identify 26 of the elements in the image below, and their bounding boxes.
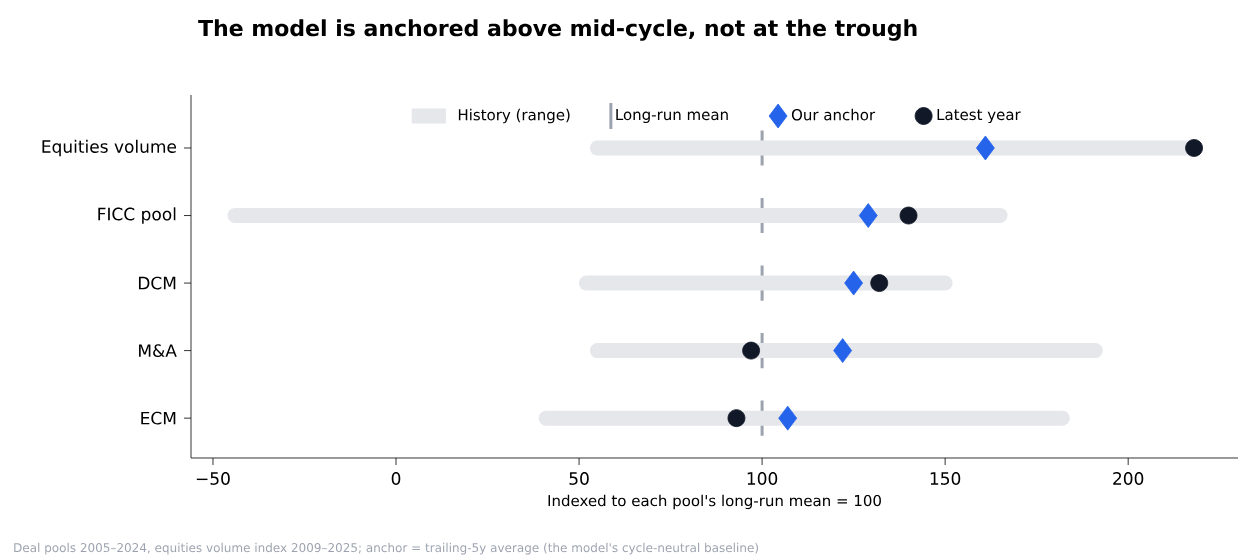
y-tick-label: M&A — [139, 344, 177, 358]
legend-label: Latest year — [937, 109, 1021, 124]
y-tick-label: Equities volume — [42, 139, 177, 157]
point — [858, 203, 878, 228]
x-tick-label: 50 — [569, 472, 589, 485]
y-tick-label: DCM — [138, 276, 176, 290]
legend-label: Long-run mean — [616, 109, 728, 124]
point — [870, 274, 889, 292]
y-tick-label: ECM — [141, 411, 176, 425]
y-tick-label: FICC pool — [98, 207, 176, 224]
point — [833, 338, 853, 363]
x-tick-label: 200 — [1113, 472, 1144, 485]
legend-label: History (range) — [458, 108, 570, 124]
legend-label: Our anchor — [791, 108, 876, 121]
x-axis-title: Indexed to each pool's long-run mean = 100 — [548, 494, 881, 510]
point — [778, 405, 798, 431]
chart-title: The model is anchored above mid-cycle, not at the trough — [198, 19, 917, 41]
text: Deal pools 2005–2024, equities volume index 2009–2025; anchor = trailing-5y average (the model's cycle-neutral baseline) — [14, 542, 758, 555]
x-tick-label: −50 — [196, 472, 230, 485]
point — [742, 341, 761, 360]
point — [844, 270, 864, 296]
point — [727, 409, 746, 428]
x-tick-label: 150 — [930, 472, 961, 485]
x-tick-label: 0 — [391, 472, 401, 485]
x-tick-label: 100 — [747, 472, 778, 485]
point — [899, 206, 918, 225]
